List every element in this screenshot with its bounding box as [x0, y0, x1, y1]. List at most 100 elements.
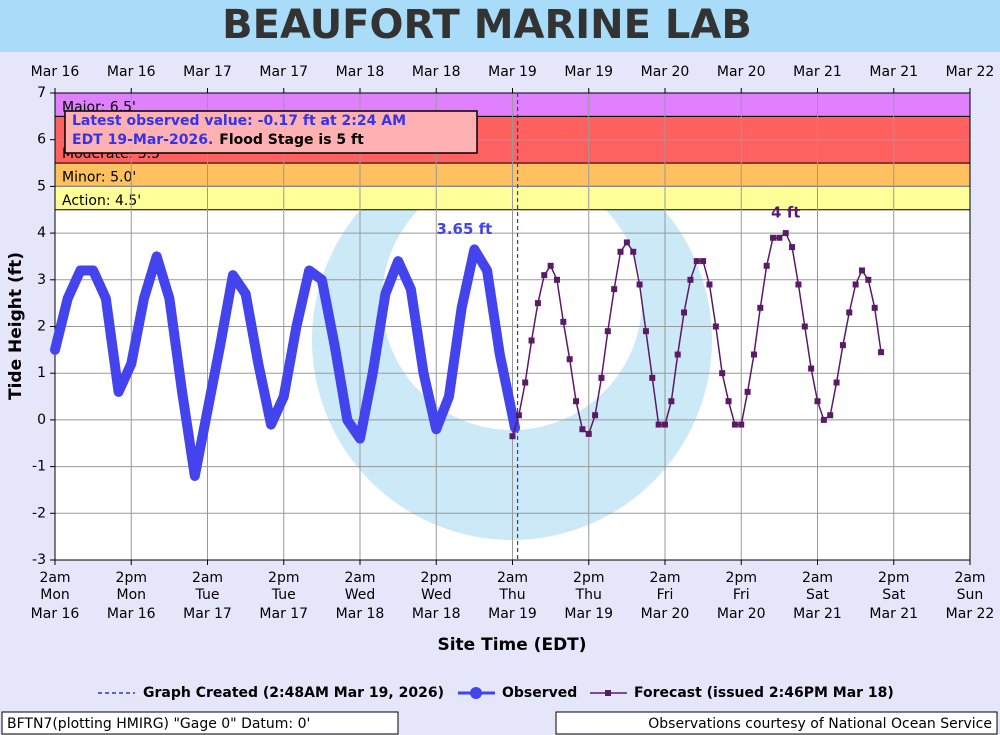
forecast-marker [833, 379, 840, 386]
x-tick-label: 2am [192, 570, 223, 586]
forecast-marker [642, 328, 649, 335]
x-tick-label: 2pm [421, 570, 452, 586]
peak-annotation: 4 ft [771, 204, 800, 222]
forecast-marker [795, 281, 802, 288]
x-tick-label: Thu [498, 587, 525, 603]
legend-label: Observed [502, 685, 577, 701]
y-tick-label: 7 [37, 85, 46, 101]
forecast-marker [636, 281, 643, 288]
y-tick-label: 5 [37, 178, 46, 194]
forecast-marker [534, 300, 541, 307]
x-tick-label: Mar 18 [412, 606, 461, 622]
x-top-tick-label: Mar 19 [564, 64, 613, 80]
forecast-marker [808, 365, 815, 372]
forecast-marker [585, 430, 592, 437]
x-tick-label: Wed [345, 587, 376, 603]
forecast-marker [865, 276, 872, 283]
forecast-marker [712, 323, 719, 330]
x-tick-label: Tue [271, 587, 296, 603]
info-box-bg [64, 110, 478, 154]
x-top-tick-label: Mar 16 [107, 64, 156, 80]
legend-label: Forecast (issued 2:46PM Mar 18) [634, 685, 894, 701]
flood-label: Minor: 5.0' [62, 169, 136, 185]
x-tick-label: Thu [575, 587, 602, 603]
x-tick-label: Mar 18 [336, 606, 385, 622]
forecast-marker [509, 433, 516, 440]
chart-title: BEAUFORT MARINE LAB [222, 2, 752, 48]
forecast-marker [770, 234, 777, 241]
x-top-tick-label: Mar 18 [336, 64, 385, 80]
legend-created-label: Graph Created (2:48AM Mar 19, 2026) [143, 685, 444, 701]
forecast-marker [515, 412, 522, 419]
y-tick-label: 0 [37, 412, 46, 428]
x-tick-label: 2am [344, 570, 375, 586]
x-tick-label: 2pm [268, 570, 299, 586]
legend-forecast-marker [605, 690, 611, 696]
forecast-marker [566, 356, 573, 363]
x-tick-label: Mar 16 [107, 606, 156, 622]
forecast-marker [693, 258, 700, 265]
forecast-marker [541, 272, 548, 279]
y-tick-label: 6 [37, 132, 46, 148]
forecast-marker [852, 281, 859, 288]
forecast-marker [776, 234, 783, 241]
x-tick-label: Mar 22 [946, 606, 995, 622]
x-tick-label: 2am [497, 570, 528, 586]
forecast-marker [731, 421, 738, 428]
x-tick-label: Mar 21 [793, 606, 842, 622]
x-tick-label: Mar 17 [183, 606, 232, 622]
x-tick-label: Sat [882, 587, 905, 603]
x-tick-label: Fri [657, 587, 674, 603]
forecast-marker [820, 416, 827, 423]
x-tick-label: 2pm [878, 570, 909, 586]
x-tick-label: Sat [806, 587, 829, 603]
forecast-marker [674, 351, 681, 358]
info-box: Latest observed value: -0.17 ft at 2:24 … [64, 110, 478, 154]
forecast-marker [662, 421, 668, 428]
x-top-tick-label: Mar 19 [488, 64, 537, 80]
x-tick-label: Sun [957, 587, 984, 603]
forecast-marker [668, 398, 675, 405]
x-tick-label: 2am [649, 570, 680, 586]
forecast-marker [604, 328, 611, 335]
plot-frame [54, 92, 971, 561]
info-flood-stage: Flood Stage is 5 ft [219, 132, 364, 148]
info-line: EDT 19-Mar-2026. Flood Stage is 5 ft [72, 132, 364, 148]
x-tick-label: 2pm [116, 570, 147, 586]
x-tick-label: Mar 19 [488, 606, 537, 622]
forecast-marker [827, 412, 834, 419]
forecast-marker [757, 304, 764, 311]
forecast-marker [801, 323, 808, 330]
legend-observed-marker [470, 687, 482, 699]
y-tick-label: -3 [32, 552, 46, 568]
observed-line [50, 244, 521, 481]
x-tick-label: 2am [954, 570, 985, 586]
x-tick-label: 2pm [726, 570, 757, 586]
forecast-marker [789, 244, 796, 251]
forecast-marker [598, 374, 605, 381]
forecast-marker [655, 421, 662, 428]
y-tick-label: 3 [37, 272, 46, 288]
x-tick-label: Mon [40, 587, 70, 603]
x-top-tick-label: Mar 20 [717, 64, 766, 80]
forecast-marker [839, 342, 846, 349]
forecast-marker [763, 262, 770, 269]
x-tick-label: Mar 20 [641, 606, 690, 622]
y-tick-label: 2 [37, 319, 46, 335]
forecast-marker [878, 349, 885, 356]
forecast-marker [846, 309, 853, 316]
forecast-marker [719, 370, 726, 377]
x-tick-label: 2am [802, 570, 833, 586]
footer-box [555, 711, 998, 735]
x-tick-label: Fri [733, 587, 750, 603]
forecast-marker [592, 412, 599, 419]
forecast-marker [706, 281, 713, 288]
forecast-marker [700, 258, 707, 265]
x-tick-label: 2am [39, 570, 70, 586]
forecast-marker [579, 426, 586, 433]
forecast-marker [611, 286, 618, 293]
forecast-marker [750, 351, 757, 358]
footer-box [1, 711, 399, 735]
